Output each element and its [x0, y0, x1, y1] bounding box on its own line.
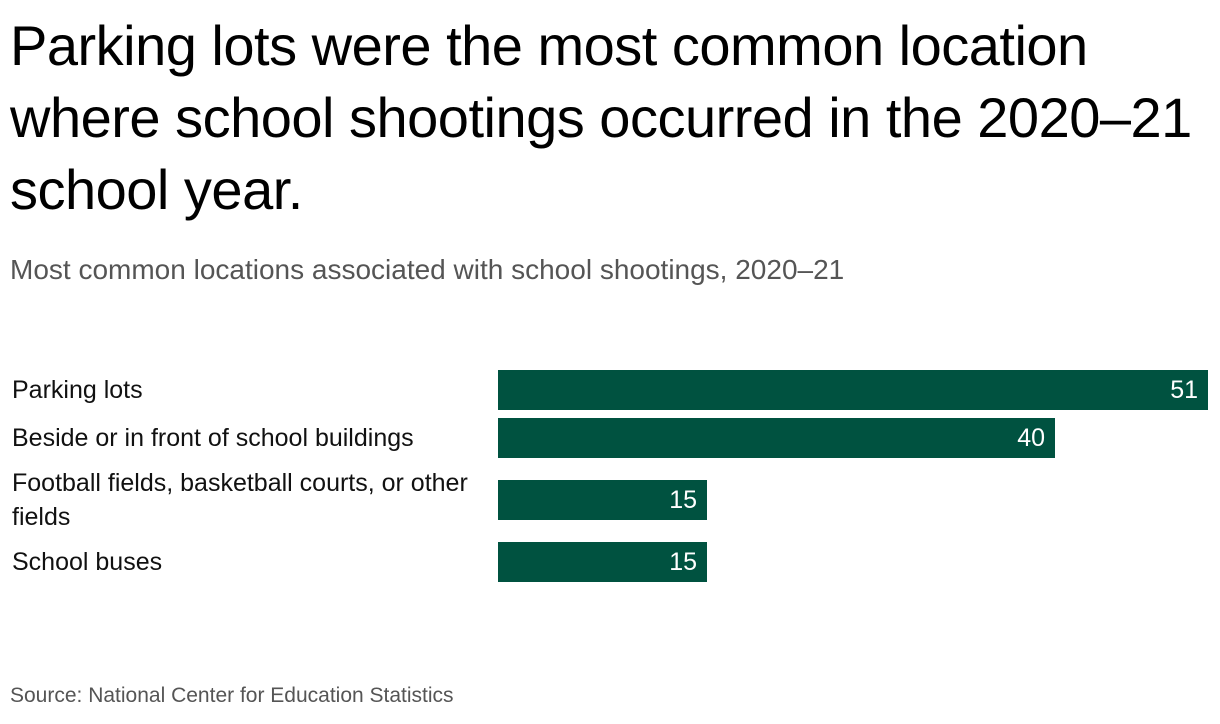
category-label: Parking lots — [12, 376, 143, 404]
bar: 51 — [498, 370, 1208, 410]
bar: 40 — [498, 418, 1055, 458]
bar: 15 — [498, 542, 707, 582]
bar: 15 — [498, 480, 707, 520]
bar-value-label: 51 — [1170, 376, 1198, 404]
category-label: Beside or in front of school buildings — [12, 424, 414, 452]
chart-subtitle: Most common locations associated with sc… — [10, 254, 845, 285]
category-label: Football fields, basketball courts, or o… — [12, 469, 468, 531]
bar-value-label: 15 — [669, 548, 697, 576]
bar-value-label: 15 — [669, 486, 697, 514]
bar-value-label: 40 — [1017, 424, 1045, 452]
category-label: School buses — [12, 548, 163, 576]
source-note: Source: National Center for Education St… — [10, 684, 454, 707]
chart-title: Parking lots were the most common locati… — [10, 14, 1192, 221]
bar-chart: Parking lots 51 Beside or in front of scho… — [0, 360, 1220, 600]
